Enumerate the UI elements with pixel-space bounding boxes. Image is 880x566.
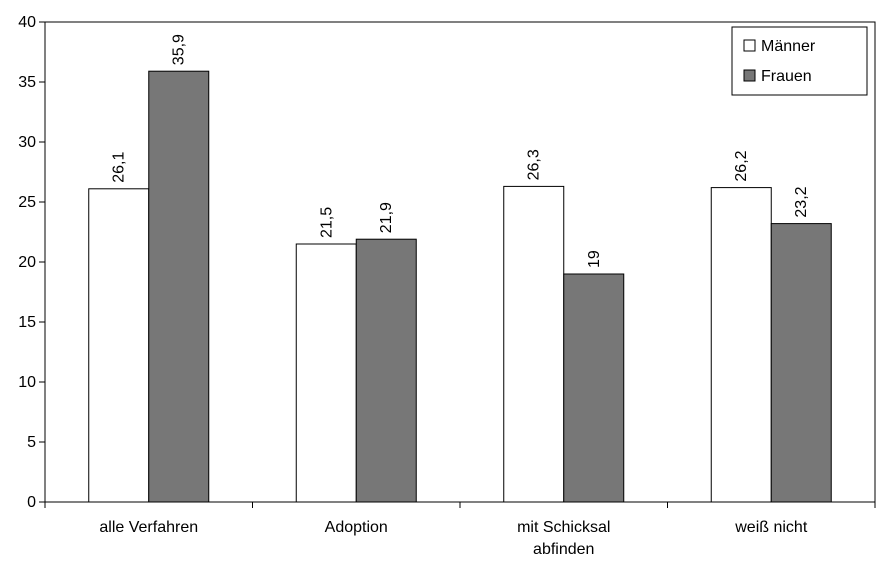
- x-axis: alle Verfahren Adoption mit Schicksal abfin…: [44, 502, 876, 558]
- bars: [88, 70, 832, 503]
- y-tick-label: 20: [18, 254, 36, 271]
- data-label: 26,3: [526, 149, 543, 180]
- x-category-label-line: weiß nicht: [734, 519, 808, 536]
- y-tick-label: 40: [18, 14, 36, 31]
- x-category-label: Adoption: [325, 519, 388, 536]
- bar-maenner: [295, 243, 357, 503]
- bar-maenner: [88, 188, 150, 503]
- bar-frauen: [563, 273, 625, 503]
- legend-label: Frauen: [761, 68, 812, 85]
- bar-frauen: [148, 70, 210, 503]
- data-label: 35,9: [171, 34, 188, 65]
- y-tick-label: 30: [18, 134, 36, 151]
- legend-swatch: [743, 69, 756, 82]
- legend-swatch: [743, 39, 756, 52]
- bar-maenner: [503, 185, 565, 503]
- data-label: 26,1: [111, 152, 128, 183]
- data-label: 23,2: [793, 186, 810, 217]
- legend-box: [731, 26, 868, 96]
- legend-label: Männer: [761, 38, 816, 55]
- data-label: 26,2: [733, 150, 750, 181]
- y-tick-label: 10: [18, 374, 36, 391]
- x-category-label-line: Adoption: [325, 519, 388, 536]
- x-category-label-line: mit Schicksal: [517, 519, 610, 536]
- x-category-label-line: abfinden: [533, 541, 594, 558]
- y-tick-label: 15: [18, 314, 36, 331]
- x-category-label: weiß nicht: [734, 519, 808, 536]
- x-category-label: alle Verfahren: [99, 519, 198, 536]
- y-tick-label: 0: [27, 494, 36, 511]
- bar-frauen: [355, 238, 417, 503]
- bar-frauen: [770, 223, 832, 503]
- data-labels: 26,1 35,9 21,5 21,9 26,3 19 26,2 23,2: [111, 34, 811, 268]
- y-tick-label: 5: [27, 434, 36, 451]
- y-tick-label: 35: [18, 74, 36, 91]
- data-label: 21,5: [318, 207, 335, 238]
- x-category-label-line: alle Verfahren: [99, 519, 198, 536]
- x-category-label: mit Schicksal abfinden: [517, 519, 610, 558]
- bar-maenner: [710, 187, 772, 503]
- legend: Männer Frauen: [731, 26, 868, 96]
- data-label: 19: [586, 250, 603, 268]
- y-tick-label: 25: [18, 194, 36, 211]
- data-label: 21,9: [378, 202, 395, 233]
